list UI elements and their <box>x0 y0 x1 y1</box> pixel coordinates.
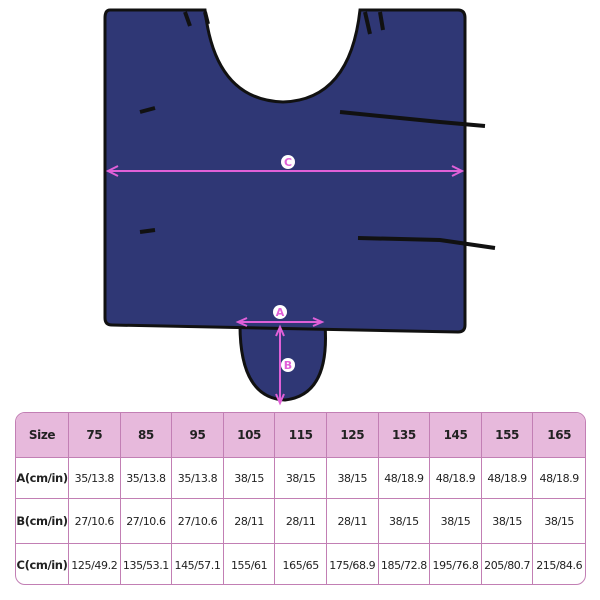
table-cell: 48/18.9 <box>378 458 431 499</box>
table-cell: 28/11 <box>223 499 276 544</box>
row-label: B(cm/in) <box>16 499 69 544</box>
table-cell: 27/10.6 <box>69 499 121 544</box>
measure-arrow-c <box>105 165 465 406</box>
table-cell: 125/49.2 <box>69 544 121 584</box>
table-header-cell: 165 <box>533 413 585 458</box>
table-cell: 48/18.9 <box>430 458 482 499</box>
table-cell: 38/15 <box>223 458 276 499</box>
label-a: A <box>276 306 285 319</box>
table-cell: 48/18.9 <box>481 458 534 499</box>
table-cell: 215/84.6 <box>536 558 583 572</box>
table-header-cell: 95 <box>172 413 224 458</box>
table-cell: 28/11 <box>275 499 327 544</box>
table-cell: 145/57.1 <box>172 544 224 584</box>
row-label: A(cm/in) <box>16 458 69 499</box>
size-table: Size 75 85 95 105 115 125 135 145 155 165 A(cm/in) 3… <box>15 412 586 585</box>
table-cell: 175/68.9 <box>327 544 379 584</box>
straps <box>139 11 496 250</box>
table-cell: 205/80.7 <box>482 544 534 584</box>
table-cell: 38/15 <box>533 499 585 544</box>
label-c: C <box>284 156 292 169</box>
blanket-diagram: C A B <box>103 8 496 406</box>
table-cell: 165/65 <box>275 544 327 584</box>
label-b: B <box>284 359 292 372</box>
table-header-cell: 145 <box>430 413 482 458</box>
table-header-cell: 155 <box>481 413 534 458</box>
table-header-cell: 85 <box>120 413 173 458</box>
table-cell: 155/61 <box>224 544 276 584</box>
table-header-cell: 125 <box>326 413 379 458</box>
table-cell: 35/13.8 <box>69 458 121 499</box>
row-label: C(cm/in) <box>16 544 69 584</box>
table-cell: 48/18.9 <box>533 458 585 499</box>
table-cell: 38/15 <box>430 499 482 544</box>
table-cell: 185/72.8 <box>379 544 431 584</box>
table-header-cell: 115 <box>275 413 327 458</box>
table-cell: 38/15 <box>378 499 431 544</box>
table-cell: 28/11 <box>326 499 379 544</box>
table-header-cell: Size <box>16 413 69 458</box>
table-cell: 195/76.8 <box>430 544 482 584</box>
table-cell: 35/13.8 <box>120 458 173 499</box>
table-cell: 38/15 <box>275 458 327 499</box>
table-cell: 135/53.1 <box>121 544 173 584</box>
table-cell: 27/10.6 <box>120 499 173 544</box>
table-header-cell: 135 <box>378 413 431 458</box>
table-cell: 38/15 <box>481 499 534 544</box>
table-header-cell: 75 <box>69 413 121 458</box>
table-cell: 38/15 <box>326 458 379 499</box>
table-header-cell: 105 <box>223 413 276 458</box>
table-cell: 35/13.8 <box>172 458 224 499</box>
table-cell: 27/10.6 <box>172 499 224 544</box>
